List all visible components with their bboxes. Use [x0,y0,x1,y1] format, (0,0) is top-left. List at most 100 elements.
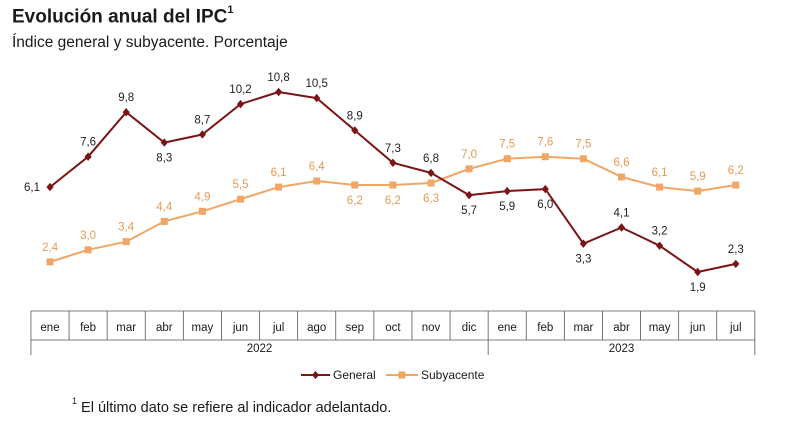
general-data-label: 10,8 [267,72,289,84]
x-tick-label: jun [232,322,248,334]
general-point [46,182,54,192]
subyacente-data-label: 6,6 [614,157,630,169]
subyacente-point [275,183,283,191]
subyacente-data-label: 6,1 [271,167,287,179]
subyacente-point [84,246,92,254]
subyacente-point [389,181,397,189]
x-tick-label: nov [422,322,441,334]
subyacente-data-label: 7,6 [537,137,553,149]
general-data-label: 6,8 [423,153,439,165]
general-data-label: 6,0 [537,199,553,211]
x-tick-label: ago [307,322,326,334]
x-tick-label: jul [272,322,285,334]
general-point [236,99,245,109]
x-tick-label: mar [116,322,136,334]
general-point [275,87,283,97]
general-point [465,190,473,200]
subyacente-point [503,155,511,163]
general-data-label: 4,1 [614,208,630,220]
x-tick-label: may [192,322,214,334]
general-point [84,152,92,161]
general-point [427,168,435,178]
subyacente-data-label: 3,0 [80,230,96,242]
subyacente-data-label: 7,5 [575,139,591,151]
subyacente-point [122,238,130,246]
subyacente-point [732,181,740,189]
general-point [351,126,359,135]
subyacente-point [46,258,54,266]
general-data-label: 9,8 [118,92,134,104]
general-point [503,186,511,196]
year-label: 2023 [609,343,635,355]
legend-subyacente-label: Subyacente [421,368,485,382]
subyacente-data-label: 7,0 [461,149,477,161]
general-data-label: 5,9 [499,201,515,213]
general-point [122,108,130,117]
subyacente-point [465,165,473,173]
x-axis-table: ene feb mar abr may jun jul ago sep oct nov dic ene f… [30,310,756,355]
series-lines [46,87,740,277]
subyacente-data-label: 4,4 [156,201,173,213]
general-data-label: 10,5 [306,78,328,90]
general-data-label: 8,9 [347,110,363,122]
subyacente-point [579,155,587,163]
general-point [541,184,549,194]
general-point [656,241,664,250]
x-tick-label: abr [613,322,630,334]
x-tick-label: ene [498,322,517,334]
data-labels: 6,1 7,6 9,8 8,3 8,7 10,2 10,8 10,5 8,9 7,3 6,8 5,7 5… [24,72,744,294]
general-data-label: 10,2 [229,84,251,96]
footnote: 1 El último dato se refiere al indicador… [72,396,392,416]
x-tick-label: dic [462,322,477,334]
x-tick-label: feb [537,322,553,334]
general-data-label: 5,7 [461,205,477,217]
subyacente-data-label: 6,1 [652,167,668,179]
subyacente-point [541,153,549,161]
general-data-label: 7,3 [385,143,401,155]
year-label: 2022 [247,343,273,355]
subyacente-data-label: 6,3 [423,193,439,205]
subyacente-point [427,179,435,187]
legend-general-label: General [333,368,376,382]
general-data-label: 1,9 [690,282,706,294]
subyacente-data-label: 5,5 [233,179,249,191]
x-tick-label: oct [385,322,401,334]
subyacente-data-label: 5,9 [690,171,706,183]
subyacente-data-label: 6,4 [309,161,326,173]
general-point [160,138,168,147]
subyacente-point [198,207,206,215]
general-data-label: 6,1 [24,182,40,194]
subyacente-point [618,173,625,181]
subyacente-data-label: 7,5 [499,139,515,151]
general-point [579,239,587,248]
general-data-label: 3,3 [575,254,591,266]
general-point [198,130,206,139]
subyacente-data-label: 3,4 [118,222,135,234]
subyacente-point [351,181,359,189]
general-point [389,158,397,167]
subyacente-line [49,155,736,263]
x-tick-label: jul [729,322,742,334]
subyacente-data-label: 6,2 [728,165,744,177]
subyacente-data-label: 4,9 [194,191,210,203]
x-tick-label: jun [689,322,705,334]
general-data-label: 8,7 [194,114,210,126]
legend-subyacente-marker [398,371,406,379]
general-point [313,93,321,103]
chart-title: Evolución anual del IPC1 [12,4,234,28]
general-data-label: 8,3 [156,153,172,165]
x-tick-label: mar [573,322,593,334]
subyacente-point [313,177,321,185]
legend-general-marker [312,371,319,379]
x-tick-label: feb [80,322,96,334]
general-data-label: 3,2 [652,226,668,238]
chart-legend: General Subyacente [301,368,485,382]
general-point [694,267,702,277]
x-tick-label: sep [346,322,365,334]
subyacente-point [160,217,168,225]
subyacente-data-label: 6,2 [347,195,363,207]
subyacente-point [694,187,702,195]
general-point [732,259,740,269]
chart-subtitle: Índice general y subyacente. Porcentaje [12,34,288,51]
